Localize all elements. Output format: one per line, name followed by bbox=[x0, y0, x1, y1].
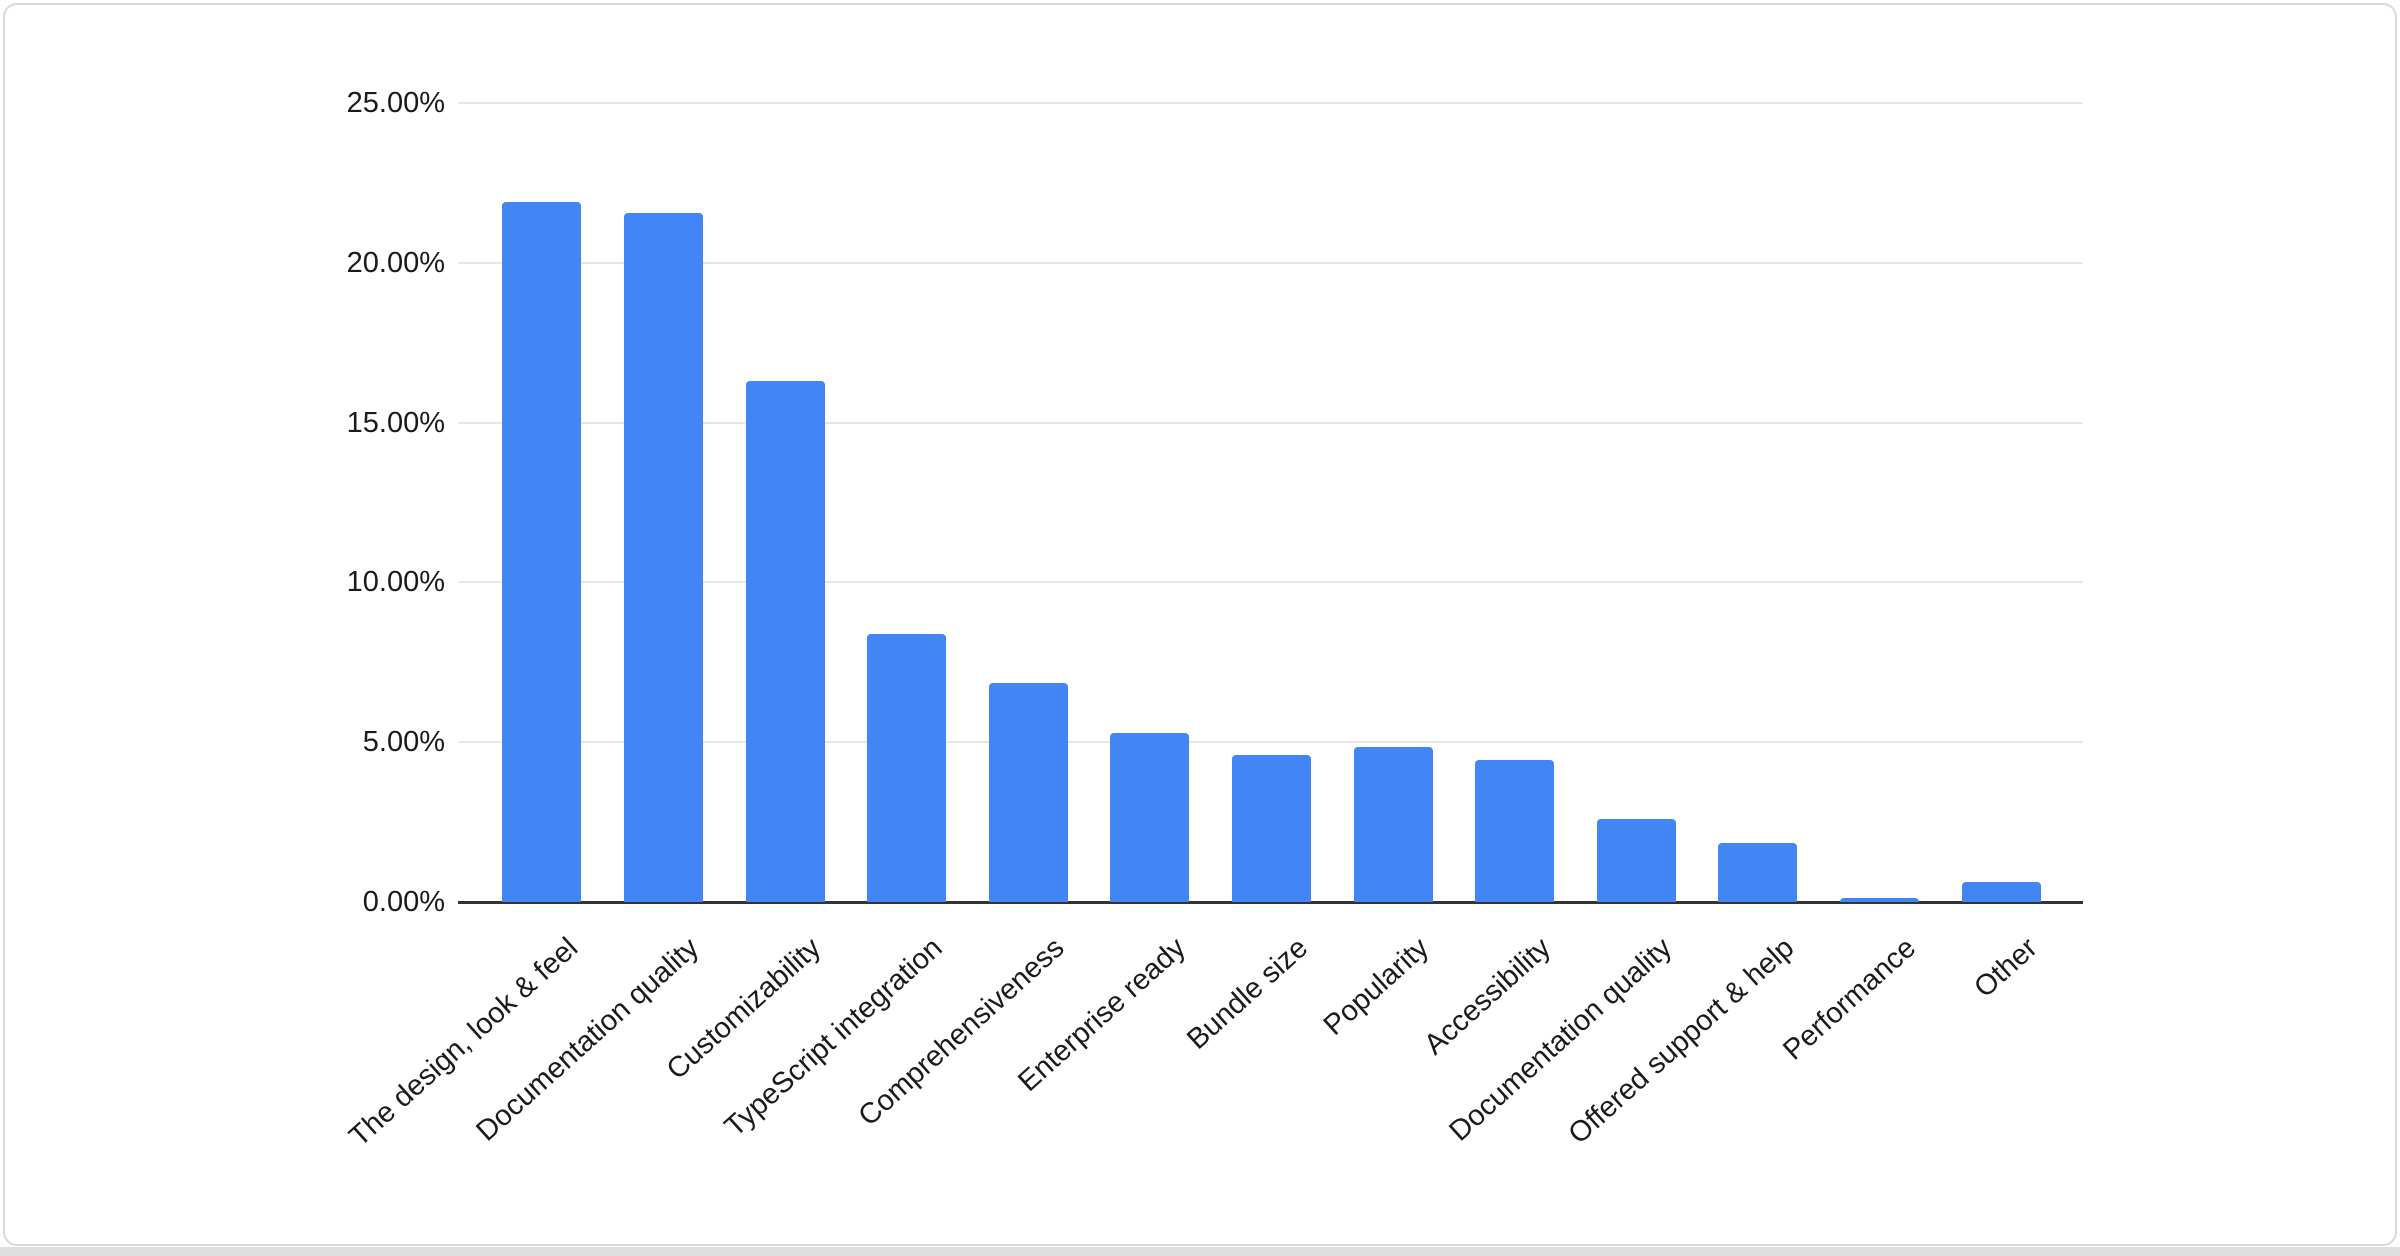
bar-3[interactable] bbox=[745, 381, 825, 902]
gridline bbox=[458, 261, 2083, 264]
bar-8[interactable] bbox=[1353, 747, 1433, 902]
x-tick-label: TypeScript integration bbox=[718, 931, 949, 1144]
bar-4[interactable] bbox=[867, 634, 947, 902]
y-tick-label: 10.00% bbox=[346, 566, 445, 599]
x-tick-label: Bundle size bbox=[1180, 931, 1314, 1056]
gridline bbox=[458, 102, 2083, 104]
x-tick-label: Popularity bbox=[1317, 931, 1436, 1042]
bar-10[interactable] bbox=[1596, 819, 1676, 902]
x-tick-label: Other bbox=[1967, 931, 2044, 1005]
y-tick-label: 20.00% bbox=[346, 246, 445, 279]
gridline bbox=[458, 741, 2083, 744]
x-tick-label: Documentation quality bbox=[470, 931, 706, 1148]
bar-13[interactable] bbox=[1961, 882, 2041, 902]
y-tick-label: 0.00% bbox=[362, 886, 445, 918]
x-tick-label: Offered support & help bbox=[1562, 931, 1801, 1151]
bar-9[interactable] bbox=[1475, 760, 1555, 902]
x-tick-label: The design, look & feel bbox=[343, 931, 584, 1153]
bar-2[interactable] bbox=[623, 213, 703, 902]
x-axis-line bbox=[458, 901, 2083, 904]
plot-area: 25.00% 20.00% 15.00% 10.00% 5.00% 0.00% The d… bbox=[5, 5, 2395, 1244]
bar-7[interactable] bbox=[1232, 755, 1311, 902]
x-tick-label: Comprehensiveness bbox=[852, 931, 1071, 1133]
x-tick-label: Performance bbox=[1776, 931, 1922, 1067]
bar-1[interactable] bbox=[502, 202, 582, 902]
chart-card: 25.00% 20.00% 15.00% 10.00% 5.00% 0.00% The d… bbox=[3, 3, 2397, 1246]
bar-12[interactable] bbox=[1840, 898, 1920, 902]
bar-6[interactable] bbox=[1110, 733, 1190, 902]
gridline bbox=[458, 421, 2083, 424]
y-tick-label: 15.00% bbox=[346, 406, 445, 439]
y-tick-label: 25.00% bbox=[346, 87, 445, 119]
bar-11[interactable] bbox=[1718, 843, 1798, 902]
bottom-strip bbox=[0, 1247, 2400, 1256]
gridline bbox=[458, 581, 2083, 584]
x-tick-label: Documentation quality bbox=[1443, 931, 1679, 1148]
y-tick-label: 5.00% bbox=[362, 726, 445, 759]
bar-5[interactable] bbox=[988, 683, 1068, 902]
